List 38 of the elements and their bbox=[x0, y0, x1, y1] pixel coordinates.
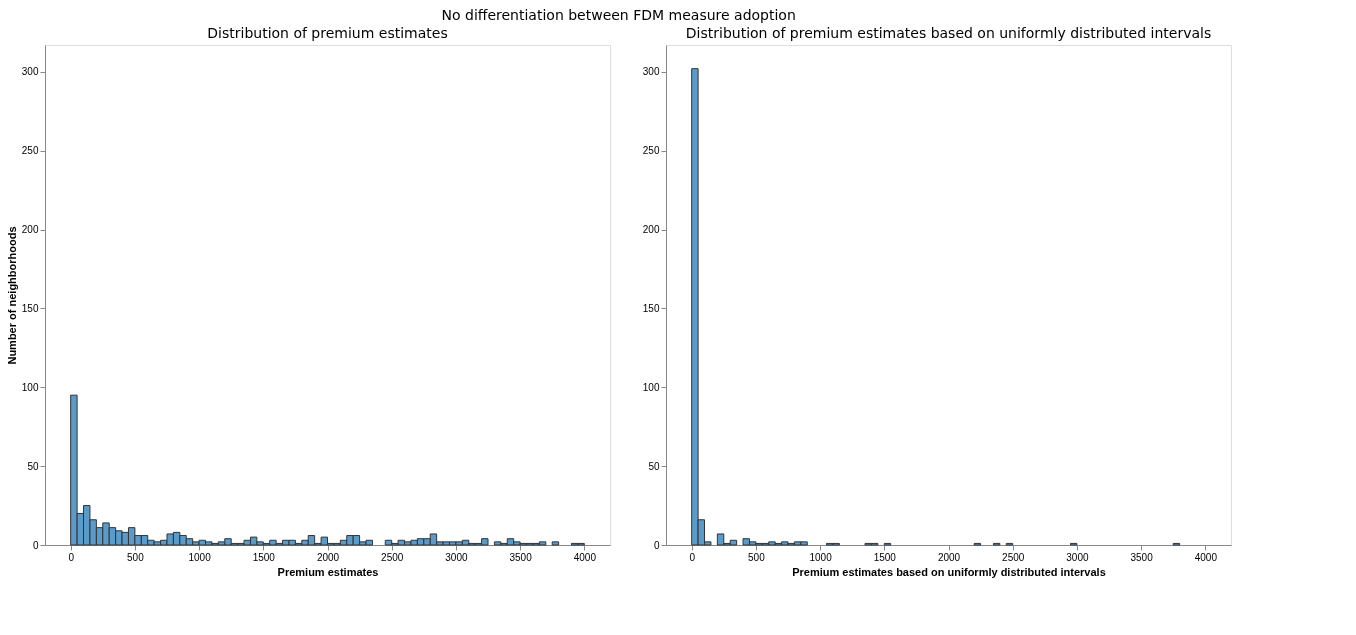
x-tick-label: 500 bbox=[127, 551, 145, 563]
x-tick-label: 1000 bbox=[809, 551, 833, 563]
chart-subtitle: Distribution of premium estimates based on uniformly distributed intervals bbox=[685, 25, 1212, 41]
x-axis-title: Premium estimates based on uniformly distributed intervals bbox=[792, 565, 1106, 578]
x-tick-label: 3500 bbox=[1130, 551, 1154, 563]
y-tick-label: 0 bbox=[32, 539, 39, 551]
y-tick-label: 250 bbox=[642, 145, 660, 157]
chart-subtitle: Distribution of premium estimates bbox=[207, 25, 448, 41]
x-tick-label: 0 bbox=[68, 551, 75, 563]
x-tick-label: 0 bbox=[689, 551, 696, 563]
y-tick-label: 200 bbox=[642, 224, 660, 236]
chart-title: No differentiation between FDM measure adoption bbox=[441, 6, 796, 23]
x-tick-label: 1500 bbox=[873, 551, 897, 563]
x-tick-label: 3000 bbox=[445, 551, 468, 563]
x-tick-label: 500 bbox=[748, 551, 766, 563]
y-tick-label: 150 bbox=[642, 302, 660, 314]
x-tick-label: 2000 bbox=[316, 551, 340, 563]
x-tick-label: 1500 bbox=[252, 551, 276, 563]
x-axis-title: Premium estimates bbox=[277, 565, 379, 578]
y-tick-label: 300 bbox=[21, 66, 39, 78]
x-tick-label: 2000 bbox=[937, 551, 961, 563]
x-tick-label: 4000 bbox=[1194, 551, 1218, 563]
y-tick-label: 0 bbox=[653, 539, 660, 551]
y-tick-label: 100 bbox=[21, 381, 39, 393]
x-tick-label: 1000 bbox=[188, 551, 212, 563]
x-tick-label: 2500 bbox=[1002, 551, 1025, 563]
y-tick-label: 50 bbox=[648, 460, 660, 472]
x-tick-label: 4000 bbox=[573, 551, 597, 563]
y-tick-label: 50 bbox=[27, 460, 39, 472]
y-tick-label: 200 bbox=[21, 224, 39, 236]
y-tick-label: 250 bbox=[21, 145, 39, 157]
x-tick-label: 3500 bbox=[509, 551, 533, 563]
x-tick-label: 3000 bbox=[1066, 551, 1089, 563]
y-tick-label: 300 bbox=[642, 66, 660, 78]
y-axis-title: Number of neighborhoods bbox=[5, 226, 18, 365]
y-tick-label: 100 bbox=[642, 381, 660, 393]
x-tick-label: 2500 bbox=[381, 551, 404, 563]
y-tick-label: 150 bbox=[21, 302, 39, 314]
